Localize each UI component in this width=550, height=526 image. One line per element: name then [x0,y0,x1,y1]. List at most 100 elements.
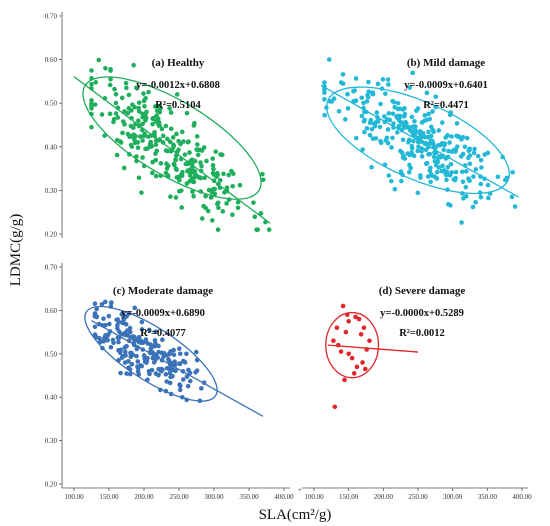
data-point [402,111,408,117]
data-point [170,360,175,366]
data-point [386,173,392,178]
data-point [453,175,458,181]
data-point [432,150,437,155]
data-point [419,120,425,125]
data-point [124,85,129,91]
data-point [132,305,138,311]
data-point [141,133,147,139]
data-point [134,346,140,352]
data-point [129,350,134,356]
data-point [216,205,221,211]
data-point [139,363,145,369]
data-point [201,145,207,150]
data-point [449,170,454,175]
data-point [390,111,396,116]
data-point [160,367,165,373]
data-point [128,142,134,148]
data-point [434,169,440,175]
data-point [433,162,439,168]
data-point [165,136,170,142]
data-point [178,141,183,147]
data-point [115,115,121,120]
data-point [131,125,136,131]
data-point [454,144,460,150]
data-point [215,227,221,232]
data-point [153,371,159,376]
data-point [116,339,121,345]
data-point [322,96,327,102]
data-point [112,86,117,92]
data-point [349,355,355,361]
data-point [396,123,402,129]
data-point [326,57,332,62]
data-point [99,302,105,307]
data-point [400,107,406,112]
data-point [425,134,431,140]
data-point [237,182,243,188]
data-point [266,227,272,232]
data-point [199,216,205,221]
data-point [136,100,142,105]
y-tick-label: 0.60 [45,307,58,315]
data-point [108,344,114,350]
x-tick-label: 150.00 [99,493,119,501]
data-point [121,165,127,171]
x-tick-label: 300.00 [443,493,463,501]
data-point [167,370,173,376]
r-squared: R²=0.5104 [155,100,201,111]
data-point [360,360,365,365]
data-point [224,185,230,191]
data-point [129,362,135,367]
data-point [407,162,412,168]
data-point [138,134,143,139]
data-point [418,129,423,134]
data-point [429,173,435,179]
data-point [140,121,146,127]
data-point [167,367,173,372]
data-point [93,79,99,85]
data-point [382,114,387,119]
data-point [101,316,106,321]
data-point [412,118,417,124]
data-point [118,370,123,376]
data-point [124,343,129,349]
data-point [212,191,218,197]
r-squared: R²=0.0012 [399,328,445,339]
data-point [362,129,367,135]
data-point [187,150,192,155]
data-point [343,329,349,335]
y-tick-label: 0.70 [45,264,58,272]
data-point [160,337,165,343]
data-point [122,349,128,355]
data-point [89,124,94,130]
data-point [416,144,421,149]
data-point [461,196,466,201]
data-point [198,160,203,165]
data-point [108,76,113,82]
data-point [168,126,174,132]
data-point [427,168,433,173]
data-point [252,214,258,220]
data-point [122,122,127,127]
data-point [258,211,264,216]
confidence-ellipse [325,311,380,379]
data-point [362,117,367,123]
data-point [463,184,469,190]
data-point [150,115,156,121]
data-point [366,79,371,85]
data-point [113,91,119,97]
data-point [117,329,122,334]
data-point [148,139,154,145]
data-point [210,163,216,168]
data-point [192,121,197,126]
data-point [170,135,176,140]
y-tick-label: 0.20 [45,481,58,489]
data-point [413,128,419,133]
data-point [375,119,381,124]
data-point [367,338,372,344]
data-point [375,81,381,87]
data-point [210,156,216,161]
data-point [167,106,172,111]
r-squared: R²=0.4077 [140,328,186,339]
data-point [340,72,346,77]
